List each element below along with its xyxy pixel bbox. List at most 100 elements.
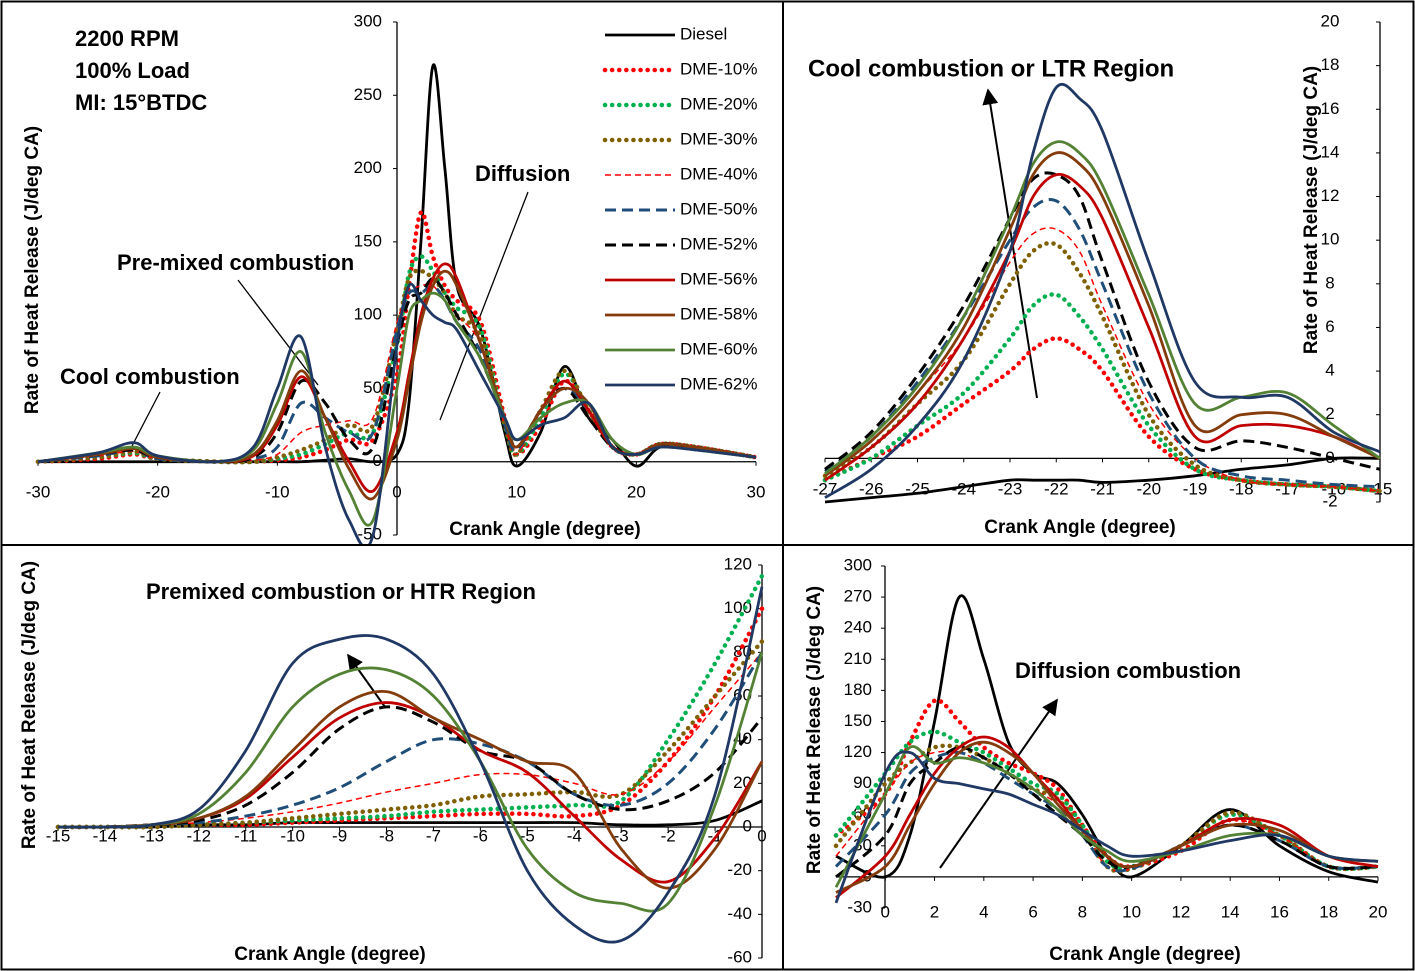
x-tick-label: -26 xyxy=(859,479,884,498)
y-tick-label: -50 xyxy=(357,524,382,543)
y-tick-label: 150 xyxy=(354,231,382,250)
series-line xyxy=(57,586,764,944)
series-line xyxy=(824,227,1381,492)
x-tick-label: -4 xyxy=(567,826,582,845)
annotation: Diffusion combustion xyxy=(1015,658,1241,683)
x-tick-label: -6 xyxy=(473,826,488,845)
series-line xyxy=(835,735,1379,899)
series-line xyxy=(824,456,1381,504)
x-tick-label: 12 xyxy=(1171,902,1190,921)
y-tick-label: -20 xyxy=(727,860,752,879)
annotation: 100% Load xyxy=(75,58,190,83)
y-tick-label: 240 xyxy=(844,618,872,637)
x-tick-label: -10 xyxy=(280,826,305,845)
x-tick-label: 2 xyxy=(930,902,939,921)
series-line xyxy=(834,750,1379,904)
x-tick-label: 20 xyxy=(627,482,646,501)
y-tick-label: 250 xyxy=(354,85,382,104)
pointer xyxy=(237,279,319,386)
annotation: Pre-mixed combustion xyxy=(117,250,354,275)
x-tick-label: -23 xyxy=(998,479,1023,498)
legend-label: DME-58% xyxy=(680,304,757,323)
x-tick-label: 30 xyxy=(747,482,766,501)
pointer xyxy=(131,391,161,447)
arrow xyxy=(347,653,386,708)
y-tick-label: 300 xyxy=(844,555,872,574)
annotation: MI: 15°BTDC xyxy=(75,90,207,115)
x-tick-label: -10 xyxy=(265,482,290,501)
x-tick-label: 6 xyxy=(1028,902,1037,921)
series-line xyxy=(824,197,1381,489)
x-tick-label: -15 xyxy=(46,826,71,845)
y-tick-label: -60 xyxy=(727,947,752,966)
series-line xyxy=(824,151,1381,477)
x-tick-label: -3 xyxy=(614,826,629,845)
series-line xyxy=(57,651,764,913)
y-tick-label: 8 xyxy=(1325,273,1334,292)
y-tick-label: 6 xyxy=(1325,317,1334,336)
y-tick-label: 14 xyxy=(1321,142,1340,161)
legend-label: DME-56% xyxy=(680,269,757,288)
y-tick-label: 10 xyxy=(1321,230,1340,249)
y-tick-label: 20 xyxy=(1321,11,1340,30)
legend-label: DME-20% xyxy=(680,94,757,113)
x-tick-label: -20 xyxy=(1136,479,1161,498)
y-tick-label: 200 xyxy=(354,158,382,177)
x-tick-label: 18 xyxy=(1319,902,1338,921)
series-line xyxy=(57,651,763,828)
series-line xyxy=(835,740,1379,894)
x-tick-label: -8 xyxy=(379,826,394,845)
x-tick-label: -11 xyxy=(234,826,257,845)
y-axis-label: Rate of Heat Release (J/deg CA) xyxy=(1301,66,1322,354)
y-axis-label: Rate of Heat Release (J/deg CA) xyxy=(804,586,825,874)
annotation: Premixed combustion or HTR Region xyxy=(146,579,536,604)
y-tick-label: 4 xyxy=(1325,361,1334,380)
x-tick-label: 4 xyxy=(979,902,988,921)
x-tick-label: -13 xyxy=(140,826,165,845)
series-line xyxy=(824,82,1381,499)
y-tick-label: 210 xyxy=(844,649,872,668)
series-line xyxy=(822,292,1383,494)
x-tick-label: 0 xyxy=(881,902,890,921)
y-tick-label: -30 xyxy=(847,897,872,916)
y-tick-label: 120 xyxy=(724,554,752,573)
y-tick-label: -2 xyxy=(1322,491,1337,510)
y-tick-label: 270 xyxy=(844,587,872,606)
y-axis-label: Rate of Heat Release (J/deg CA) xyxy=(19,561,40,849)
pointer xyxy=(439,191,529,421)
series-line xyxy=(833,729,1381,872)
x-tick-label: -19 xyxy=(1183,479,1208,498)
x-tick-label: -9 xyxy=(332,826,347,845)
x-tick-label: 10 xyxy=(507,482,526,501)
legend-label: DME-30% xyxy=(680,129,757,148)
y-tick-label: 300 xyxy=(354,11,382,30)
y-tick-label: 90 xyxy=(853,773,872,792)
y-tick-label: 12 xyxy=(1321,186,1340,205)
legend-label: DME-50% xyxy=(680,199,757,218)
x-tick-label: -25 xyxy=(905,479,930,498)
legend-label: DME-62% xyxy=(680,374,757,393)
x-tick-label: -7 xyxy=(426,826,441,845)
y-tick-label: 100 xyxy=(724,598,752,617)
legend: Diesel DME-10% DME-20% DME-30% DME-40% DME-50… xyxy=(602,24,757,393)
legend-label: DME-52% xyxy=(680,234,757,253)
x-axis-label: Crank Angle (degree) xyxy=(234,944,425,965)
x-tick-label: -12 xyxy=(187,826,212,845)
series-line xyxy=(834,745,1379,888)
y-tick-label: 150 xyxy=(844,711,872,730)
series-line xyxy=(37,282,757,544)
x-tick-label: 0 xyxy=(757,826,766,845)
y-tick-label: 16 xyxy=(1321,99,1340,118)
x-tick-label: -30 xyxy=(26,482,51,501)
y-tick-label: 18 xyxy=(1321,55,1340,74)
arrow xyxy=(939,698,1058,869)
legend-label: Diesel xyxy=(680,24,727,43)
x-tick-label: 8 xyxy=(1078,902,1087,921)
series-line xyxy=(58,799,763,829)
series-line xyxy=(57,689,764,890)
